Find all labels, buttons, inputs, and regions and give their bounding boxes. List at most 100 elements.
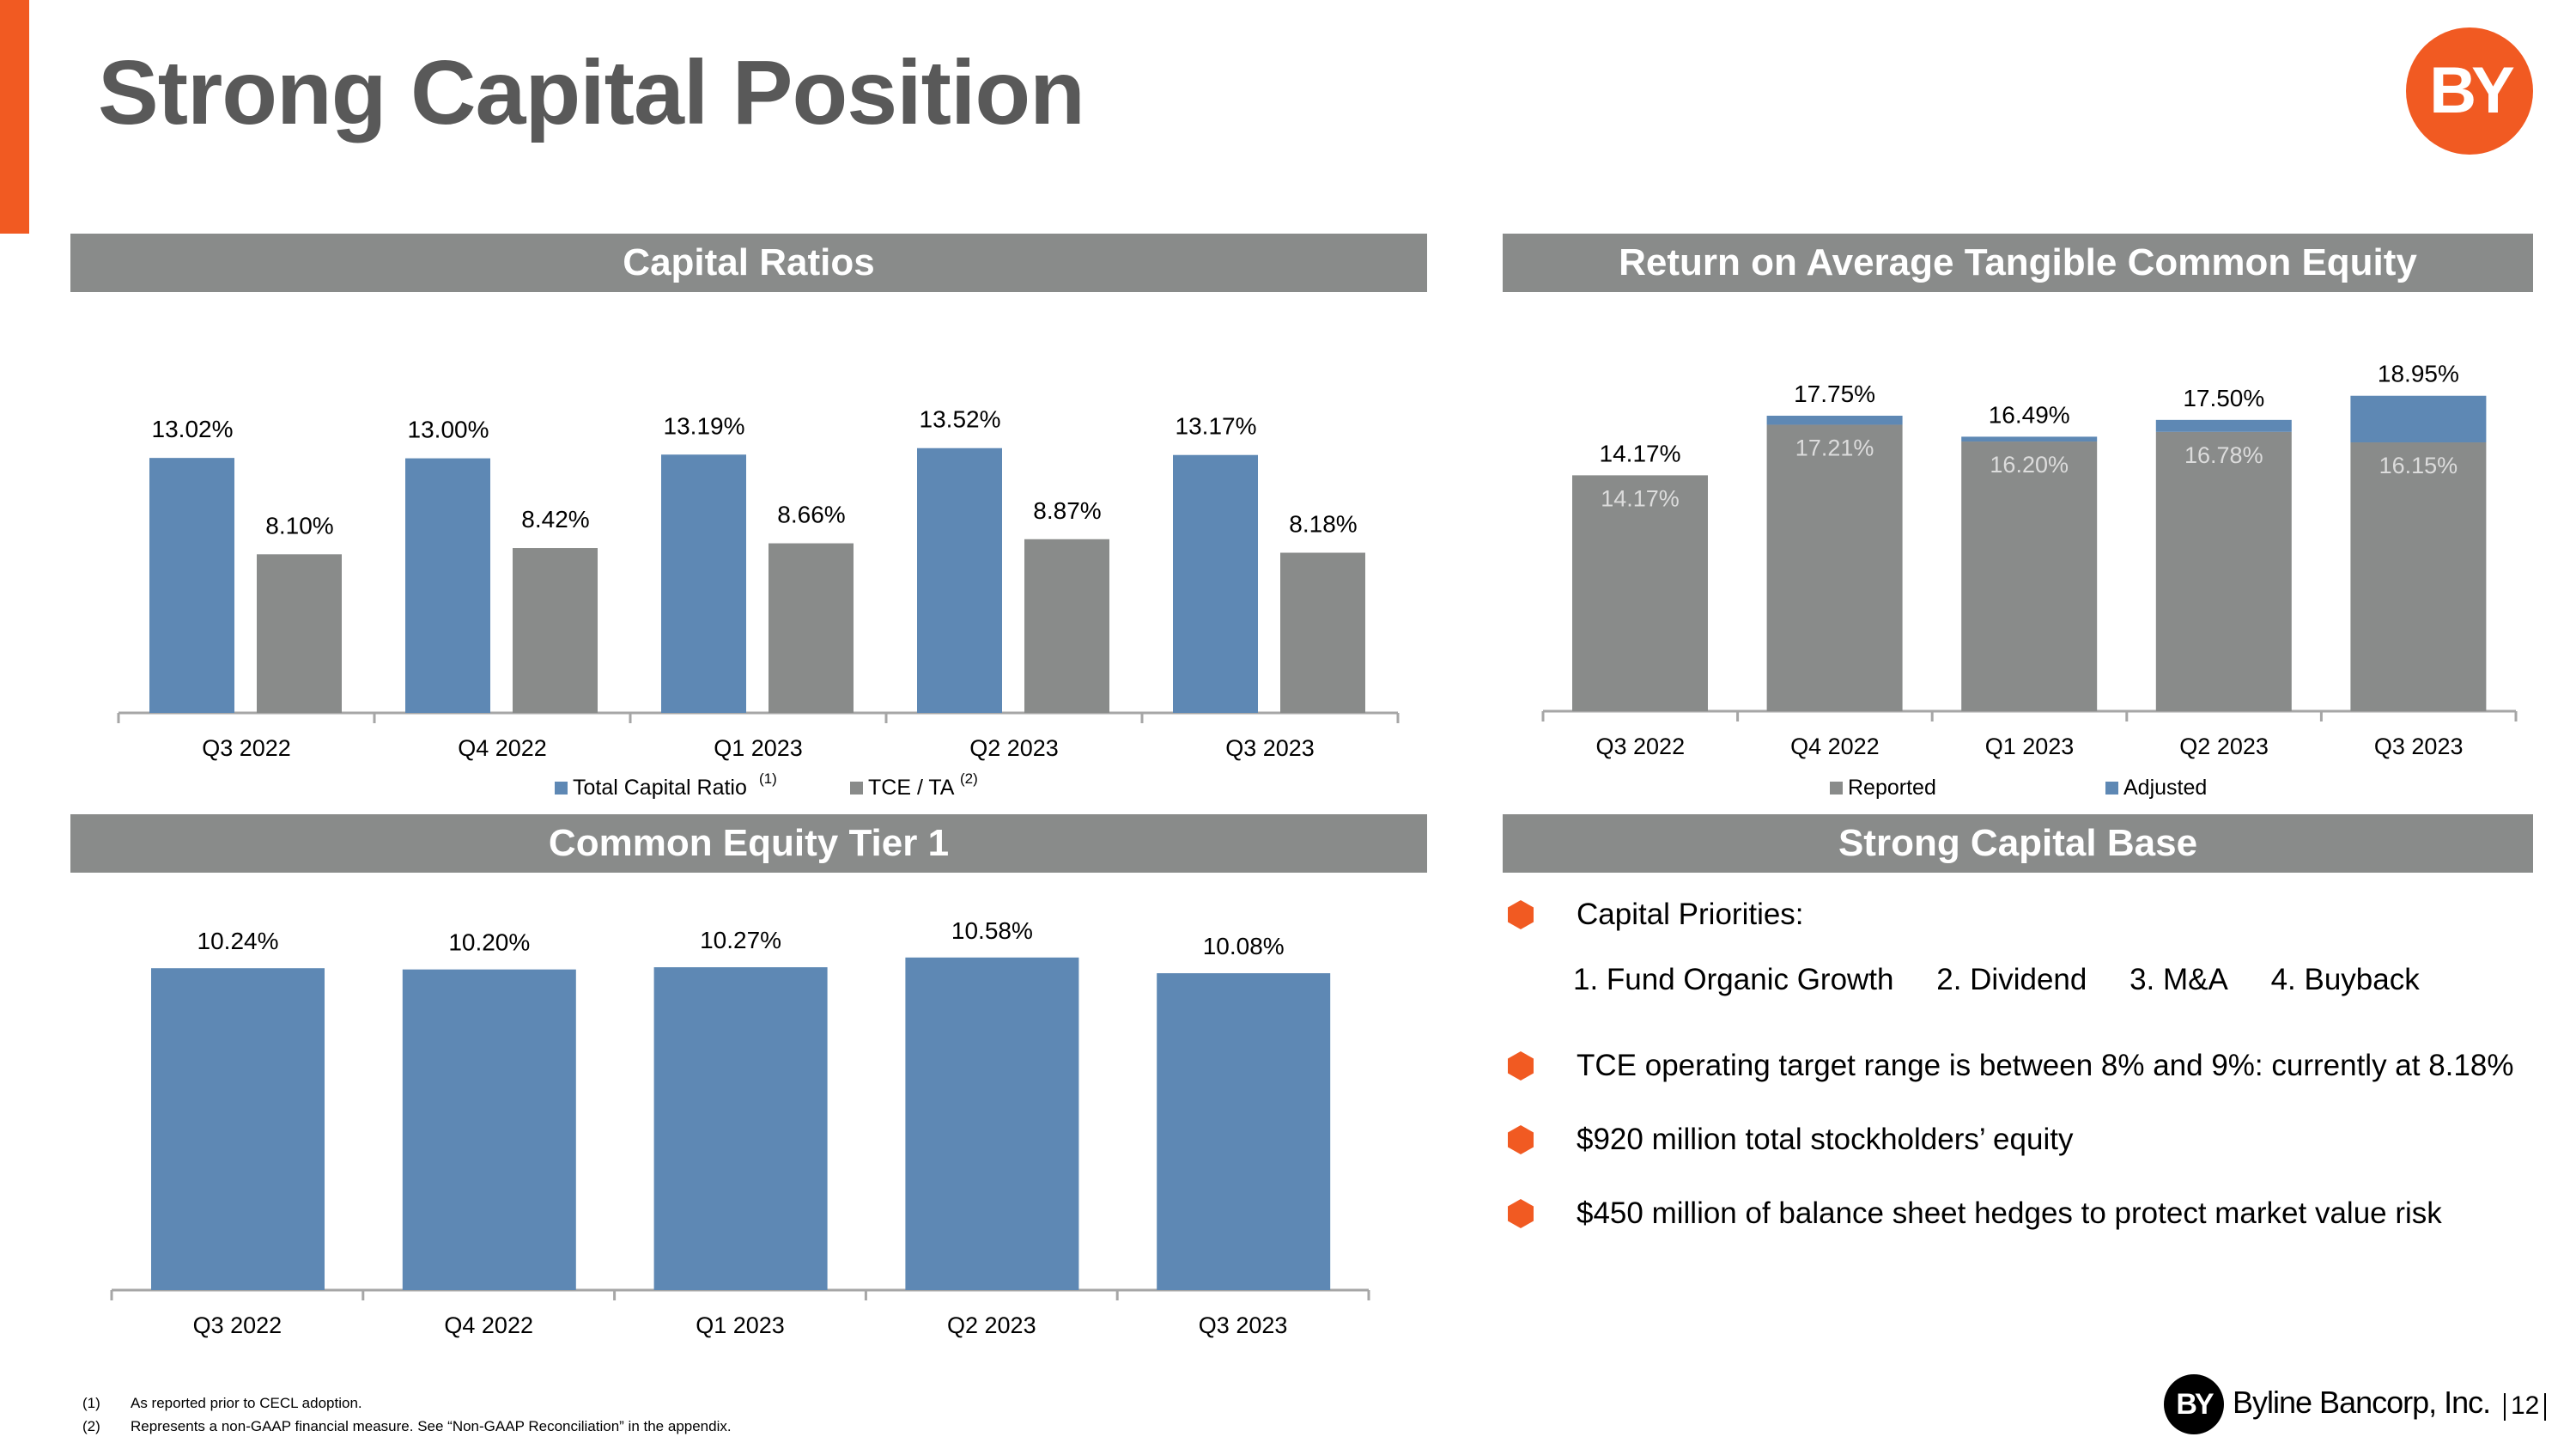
footnote: (2) Represents a non-GAAP financial measu… bbox=[82, 1418, 732, 1434]
legend-label-reported: Reported bbox=[1848, 776, 1936, 800]
hexagon-bullet-icon bbox=[1508, 1051, 1534, 1081]
hexagon-bullet-icon bbox=[1508, 1125, 1534, 1154]
priorities-row: 1. Fund Organic Growth 2. Dividend 3. M&… bbox=[1573, 959, 2454, 1002]
bar-reported bbox=[1961, 441, 2098, 711]
x-tick-label: Q3 2023 bbox=[2374, 734, 2464, 759]
bar-total-capital-ratio bbox=[917, 447, 1002, 713]
footer-company-name: Byline Bancorp, Inc. bbox=[2233, 1385, 2491, 1420]
hexagon-bullet-icon bbox=[1508, 1199, 1534, 1228]
data-label: 8.10% bbox=[265, 512, 333, 539]
byline-logo: BY bbox=[2406, 27, 2533, 155]
bar-cet1 bbox=[402, 969, 576, 1290]
data-label-reported: 14.17% bbox=[1601, 485, 1680, 511]
bar-adjusted bbox=[2155, 419, 2292, 432]
capital-base-header: Strong Capital Base bbox=[1503, 814, 2533, 873]
data-label: 13.02% bbox=[152, 416, 234, 442]
priority-item: 1. Fund Organic Growth bbox=[1573, 963, 1894, 996]
data-label: 10.27% bbox=[700, 927, 781, 953]
bar-cet1 bbox=[653, 967, 828, 1290]
x-tick-label: Q2 2023 bbox=[969, 735, 1059, 761]
priority-item: 2. Dividend bbox=[1936, 963, 2087, 996]
rotce-header: Return on Average Tangible Common Equity bbox=[1503, 234, 2533, 292]
data-label: 10.08% bbox=[1203, 933, 1285, 959]
page-title: Strong Capital Position bbox=[98, 42, 1085, 143]
x-tick-label: Q3 2023 bbox=[1225, 735, 1315, 761]
hexagon-bullet-icon bbox=[1508, 900, 1534, 929]
legend-swatch-adjusted bbox=[2105, 782, 2118, 795]
x-tick-label: Q3 2023 bbox=[1199, 1312, 1288, 1338]
data-label: 8.66% bbox=[777, 502, 845, 528]
legend-swatch-total-capital-ratio bbox=[555, 782, 568, 795]
bar-cet1 bbox=[151, 968, 325, 1290]
data-label: 10.24% bbox=[197, 928, 279, 954]
data-label-reported: 16.15% bbox=[2379, 453, 2458, 478]
bar-reported bbox=[1766, 424, 1903, 711]
legend-label-total-capital-ratio: Total Capital Ratio bbox=[573, 776, 747, 800]
data-label-adjusted: 16.49% bbox=[1989, 401, 2070, 428]
bar-adjusted bbox=[1961, 436, 2098, 442]
data-label: 10.58% bbox=[951, 917, 1033, 944]
bar-cet1 bbox=[905, 957, 1079, 1290]
data-label: 13.52% bbox=[920, 406, 1001, 433]
bullet-text: TCE operating target range is between 8%… bbox=[1577, 1049, 2514, 1082]
x-tick-label: Q2 2023 bbox=[947, 1312, 1036, 1338]
x-tick-label: Q2 2023 bbox=[2179, 734, 2269, 759]
bullet-text: $450 million of balance sheet hedges to … bbox=[1577, 1196, 2442, 1230]
cet1-header: Common Equity Tier 1 bbox=[70, 814, 1427, 873]
data-label-reported: 17.21% bbox=[1795, 435, 1874, 460]
bar-tce-ta bbox=[257, 554, 342, 713]
x-tick-label: Q4 2022 bbox=[1790, 734, 1880, 759]
data-label: 13.19% bbox=[664, 412, 745, 439]
x-tick-label: Q1 2023 bbox=[714, 735, 803, 761]
legend-swatch-tce-ta bbox=[850, 782, 863, 795]
x-tick-label: Q1 2023 bbox=[1985, 734, 2075, 759]
x-tick-label: Q4 2022 bbox=[444, 1312, 533, 1338]
bar-total-capital-ratio bbox=[149, 458, 234, 713]
x-tick-label: Q3 2022 bbox=[193, 1312, 283, 1338]
bar-adjusted bbox=[2350, 395, 2487, 443]
x-tick-label: Q4 2022 bbox=[458, 735, 547, 761]
bar-tce-ta bbox=[1280, 552, 1365, 713]
data-label-adjusted: 14.17% bbox=[1600, 440, 1681, 466]
bar-tce-ta bbox=[513, 548, 598, 713]
legend-swatch-reported bbox=[1830, 782, 1843, 795]
data-label: 10.20% bbox=[448, 929, 530, 956]
bullet-text: $920 million total stockholders’ equity bbox=[1577, 1123, 2074, 1156]
data-label: 13.00% bbox=[408, 417, 489, 443]
bar-reported bbox=[2350, 442, 2487, 711]
data-label-adjusted: 17.50% bbox=[2183, 385, 2264, 411]
footnotes: (1) As reported prior to CECL adoption. (… bbox=[82, 1391, 732, 1438]
data-label-adjusted: 18.95% bbox=[2378, 361, 2459, 387]
bar-cet1 bbox=[1157, 973, 1331, 1290]
capital-priorities-title: Capital Priorities: bbox=[1577, 898, 1804, 931]
data-label-reported: 16.78% bbox=[2184, 442, 2263, 468]
bar-total-capital-ratio bbox=[405, 458, 490, 713]
bar-tce-ta bbox=[769, 543, 854, 713]
footnote: (1) As reported prior to CECL adoption. bbox=[82, 1395, 362, 1411]
footer-logo-badge: BY bbox=[2164, 1374, 2224, 1434]
bar-adjusted bbox=[1766, 416, 1903, 425]
data-label: 8.18% bbox=[1289, 510, 1357, 537]
legend-label-adjusted: Adjusted bbox=[2123, 776, 2207, 800]
x-tick-label: Q1 2023 bbox=[696, 1312, 785, 1338]
priority-item: 3. M&A bbox=[2129, 963, 2228, 996]
legend-superscript: (2) bbox=[960, 770, 978, 787]
legend-superscript: (1) bbox=[759, 770, 777, 787]
data-label: 8.42% bbox=[521, 506, 589, 533]
x-tick-label: Q3 2022 bbox=[202, 735, 291, 761]
bar-total-capital-ratio bbox=[661, 454, 746, 713]
data-label: 13.17% bbox=[1176, 413, 1257, 440]
bar-reported bbox=[1572, 475, 1708, 711]
bar-total-capital-ratio bbox=[1173, 454, 1258, 713]
page-number: 12 bbox=[2499, 1391, 2551, 1421]
legend-label-tce-ta: TCE / TA bbox=[868, 776, 955, 800]
accent-bar bbox=[0, 0, 29, 234]
data-label-adjusted: 17.75% bbox=[1794, 381, 1875, 407]
priority-item: 4. Buyback bbox=[2270, 963, 2420, 996]
bar-tce-ta bbox=[1024, 539, 1109, 713]
bar-reported bbox=[2155, 431, 2292, 711]
capital-ratios-header: Capital Ratios bbox=[70, 234, 1427, 292]
data-label: 8.87% bbox=[1033, 497, 1101, 524]
x-tick-label: Q3 2022 bbox=[1596, 734, 1686, 759]
